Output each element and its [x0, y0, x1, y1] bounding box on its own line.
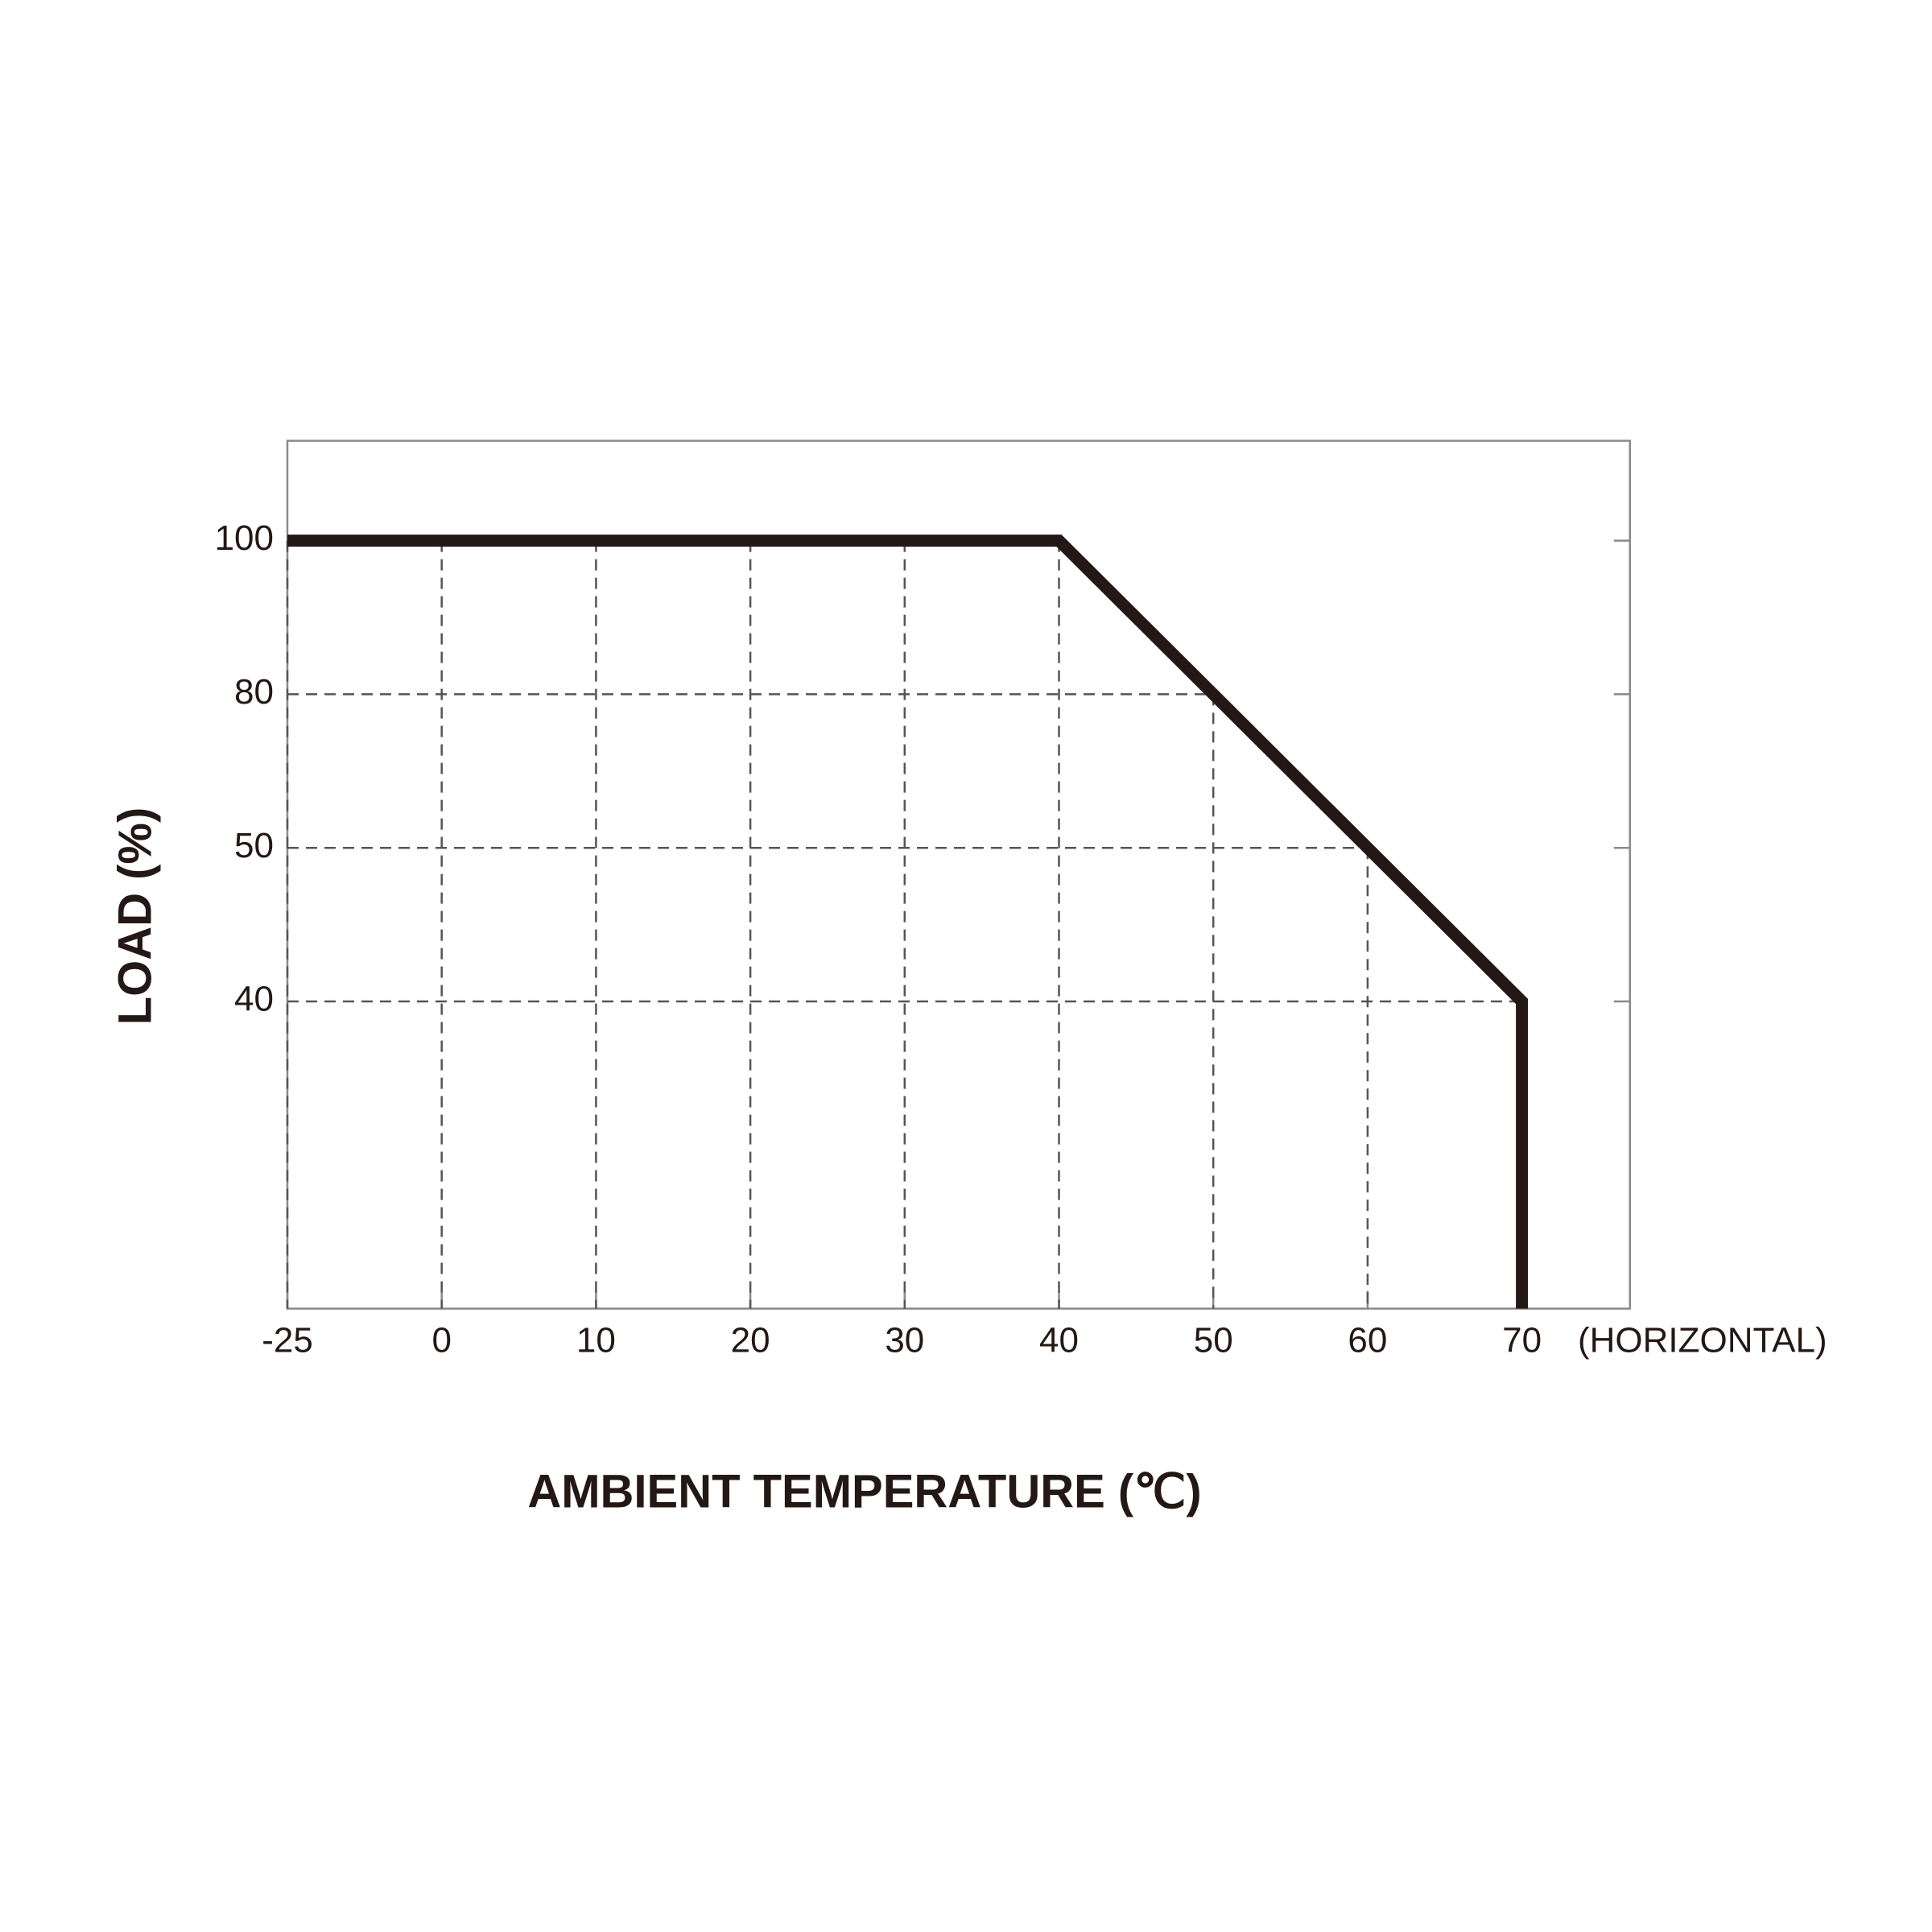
- y-tick-label: 100: [215, 518, 274, 558]
- y-tick-label: 40: [234, 980, 274, 1019]
- x-axis-title: AMBIENT TEMPERATURE (℃): [527, 1465, 1201, 1517]
- y-tick-label: 80: [234, 672, 274, 712]
- x-tick-label: 20: [731, 1321, 770, 1360]
- annotation: (HORIZONTAL): [1578, 1321, 1827, 1360]
- x-tick-label: 70: [1502, 1321, 1542, 1360]
- y-tick-label: 50: [234, 826, 274, 865]
- plot-frame: [286, 440, 1632, 1310]
- x-tick-label: 40: [1039, 1321, 1079, 1360]
- derating-line: [287, 535, 1529, 1309]
- x-tick-label: 10: [576, 1321, 616, 1360]
- x-tick-label: 0: [431, 1321, 451, 1360]
- x-tick-label: -25: [262, 1321, 313, 1360]
- x-tick-label: 60: [1348, 1321, 1387, 1360]
- x-tick-label: 50: [1194, 1321, 1233, 1360]
- y-axis-title: LOAD (%): [109, 807, 161, 1026]
- x-tick-label: 30: [885, 1321, 924, 1360]
